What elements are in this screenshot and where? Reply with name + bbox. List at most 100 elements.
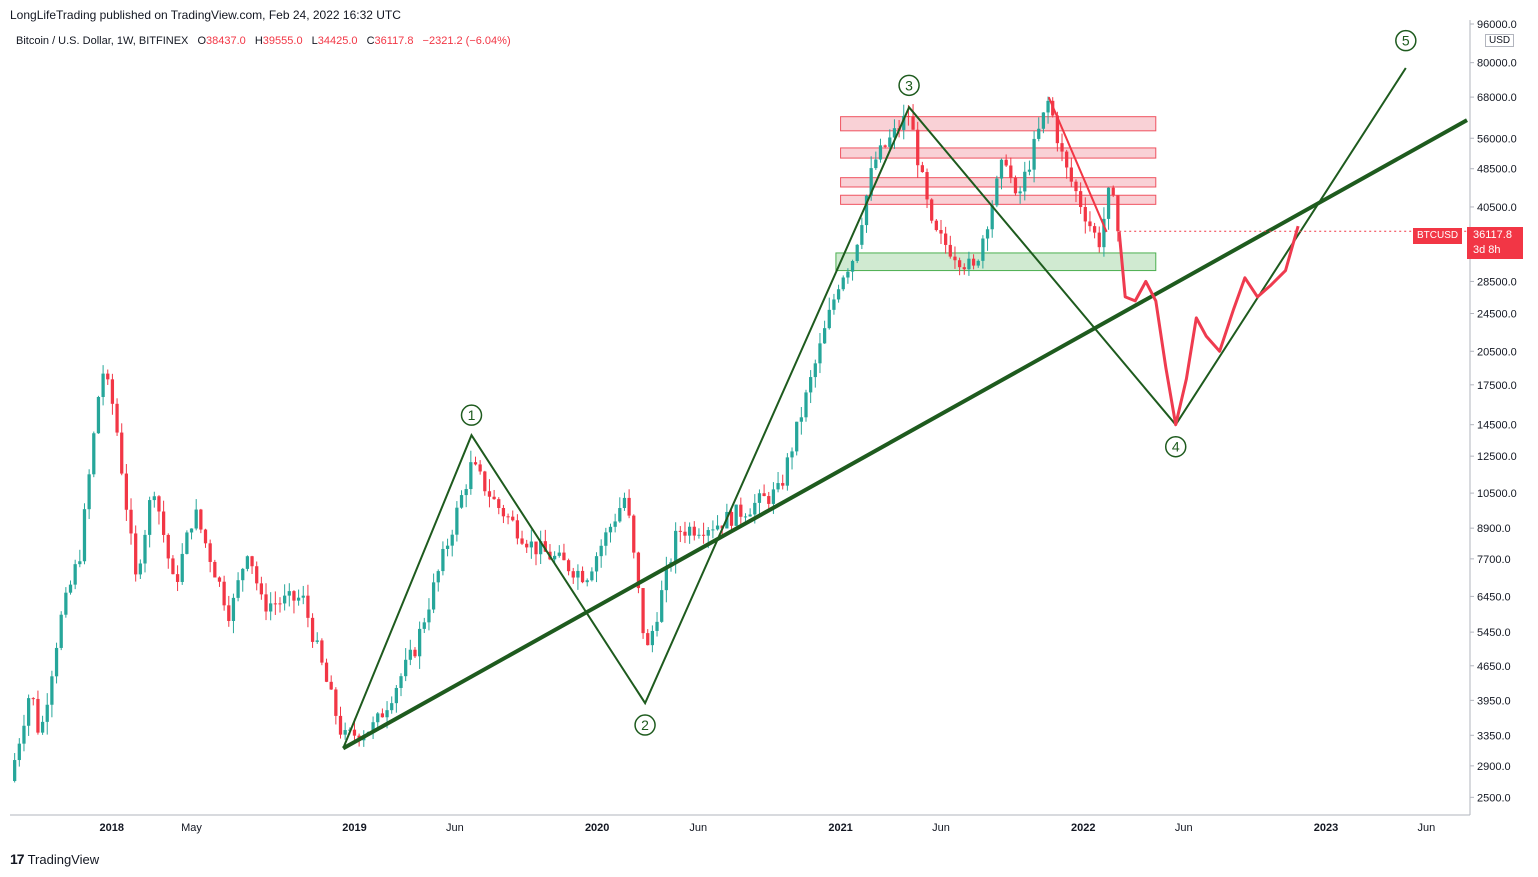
wave-label-4: 4 xyxy=(1172,439,1180,455)
candle-body xyxy=(64,592,68,615)
candle-body xyxy=(967,258,971,270)
candle-body xyxy=(380,713,385,718)
candle-body xyxy=(264,594,268,612)
candle-body xyxy=(888,137,892,147)
tradingview-brand[interactable]: 17 TradingView xyxy=(10,851,99,867)
candle-body xyxy=(971,258,976,266)
candle-body xyxy=(13,760,17,782)
candle-body xyxy=(515,520,520,539)
candle-body xyxy=(576,570,580,578)
candle-body xyxy=(301,595,305,598)
candle-body xyxy=(82,509,87,562)
price-tick-label: 56000.0 xyxy=(1477,133,1517,145)
candle-body xyxy=(185,532,189,554)
price-tick-label: 3950.0 xyxy=(1477,695,1511,707)
candle-body xyxy=(869,168,873,196)
ohlc-close: C36117.8 xyxy=(366,35,414,47)
candle-body xyxy=(762,493,766,497)
candle-body xyxy=(627,497,631,516)
price-tick-label: 68000.0 xyxy=(1477,92,1517,104)
candle-body xyxy=(930,199,934,221)
price-tick-label: 3350.0 xyxy=(1477,730,1511,742)
candle-body xyxy=(539,541,543,555)
price-tick-label: 6450.0 xyxy=(1477,591,1511,603)
candle-body xyxy=(1032,138,1036,170)
ohlc-high-value: 39555.0 xyxy=(262,35,303,47)
time-tick-label: 2023 xyxy=(1314,822,1338,834)
candle-body xyxy=(259,583,263,595)
candle-body xyxy=(217,577,222,582)
candle-body xyxy=(1060,143,1064,152)
time-tick-label: Jun xyxy=(446,822,464,834)
candle-body xyxy=(622,497,627,509)
candle-body xyxy=(152,496,156,501)
price-tick-label: 24500.0 xyxy=(1477,308,1517,320)
candle-body xyxy=(78,561,82,565)
candle-body xyxy=(846,271,850,278)
wave-label-circle xyxy=(460,404,483,426)
brand-name: TradingView xyxy=(27,851,100,867)
time-tick-label: Jun xyxy=(689,822,707,834)
candle-body xyxy=(59,614,63,648)
candle-body xyxy=(999,159,1004,179)
candle-body xyxy=(580,570,585,583)
price-tick-label: 48500.0 xyxy=(1477,164,1517,176)
candle-body xyxy=(906,115,911,117)
candle-body xyxy=(203,529,208,544)
candle-body xyxy=(543,541,547,552)
candle-body xyxy=(390,703,394,711)
candle-body xyxy=(469,462,473,490)
candle-body xyxy=(753,502,757,515)
candle-body xyxy=(138,563,142,575)
last-price-badge: 36117.8 3d 8h xyxy=(1467,227,1523,259)
candle-body xyxy=(478,464,482,472)
downtrend-line xyxy=(1047,96,1108,233)
last-price-value: 36117.8 xyxy=(1473,229,1512,241)
time-tick-label: Jun xyxy=(1175,822,1193,834)
ohlc-open-value: 38437.0 xyxy=(206,35,246,47)
symbol-title: Bitcoin / U.S. Dollar, 1W, BITFINEX xyxy=(16,35,189,47)
candle-body xyxy=(678,530,682,532)
candle-body xyxy=(473,462,478,465)
candle-body xyxy=(571,571,575,578)
candle-body xyxy=(483,471,487,492)
candle-body xyxy=(804,392,808,418)
ohlc-low-value: 34425.0 xyxy=(317,35,358,47)
support-zone xyxy=(835,252,1157,272)
candle-body xyxy=(729,511,734,526)
candle-body xyxy=(1046,100,1050,113)
candle-body xyxy=(1106,187,1111,219)
candle-body xyxy=(189,528,194,533)
ohlc-open: O38437.0 xyxy=(197,35,246,47)
symbol-legend: Bitcoin / U.S. Dollar, 1W, BITFINEX O384… xyxy=(16,35,511,47)
price-tick-label: 28500.0 xyxy=(1477,276,1517,288)
candle-body xyxy=(1079,191,1083,208)
candle-body xyxy=(376,713,380,723)
candle-body xyxy=(306,595,310,618)
candle-body xyxy=(73,564,77,585)
candle-body xyxy=(222,581,226,606)
candle-body xyxy=(464,489,468,496)
candle-body xyxy=(827,309,831,329)
candle-body xyxy=(492,496,496,500)
price-tick-label: 12500.0 xyxy=(1477,451,1517,463)
candle-body xyxy=(418,628,422,657)
candle-body xyxy=(310,617,315,642)
candle-body xyxy=(990,205,994,230)
candle-body xyxy=(953,256,957,261)
candle-body xyxy=(497,499,501,508)
candle-body xyxy=(487,491,492,497)
candle-body xyxy=(422,622,426,629)
candle-body xyxy=(501,507,506,517)
candle-body xyxy=(236,580,240,598)
candle-body xyxy=(562,552,566,561)
candle-body xyxy=(352,729,357,736)
candle-body xyxy=(92,433,96,475)
currency-label[interactable]: USD xyxy=(1485,34,1515,47)
candle-body xyxy=(404,659,408,677)
price-tick-label: 96000.0 xyxy=(1477,19,1517,31)
candle-body xyxy=(273,603,277,605)
candle-body xyxy=(110,379,115,404)
candle-body xyxy=(618,508,622,522)
